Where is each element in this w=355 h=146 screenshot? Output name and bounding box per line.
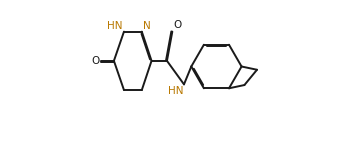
Text: O: O bbox=[92, 56, 100, 66]
Text: HN: HN bbox=[168, 86, 183, 96]
Text: N: N bbox=[143, 21, 151, 31]
Text: HN: HN bbox=[107, 21, 122, 31]
Text: O: O bbox=[173, 20, 181, 30]
